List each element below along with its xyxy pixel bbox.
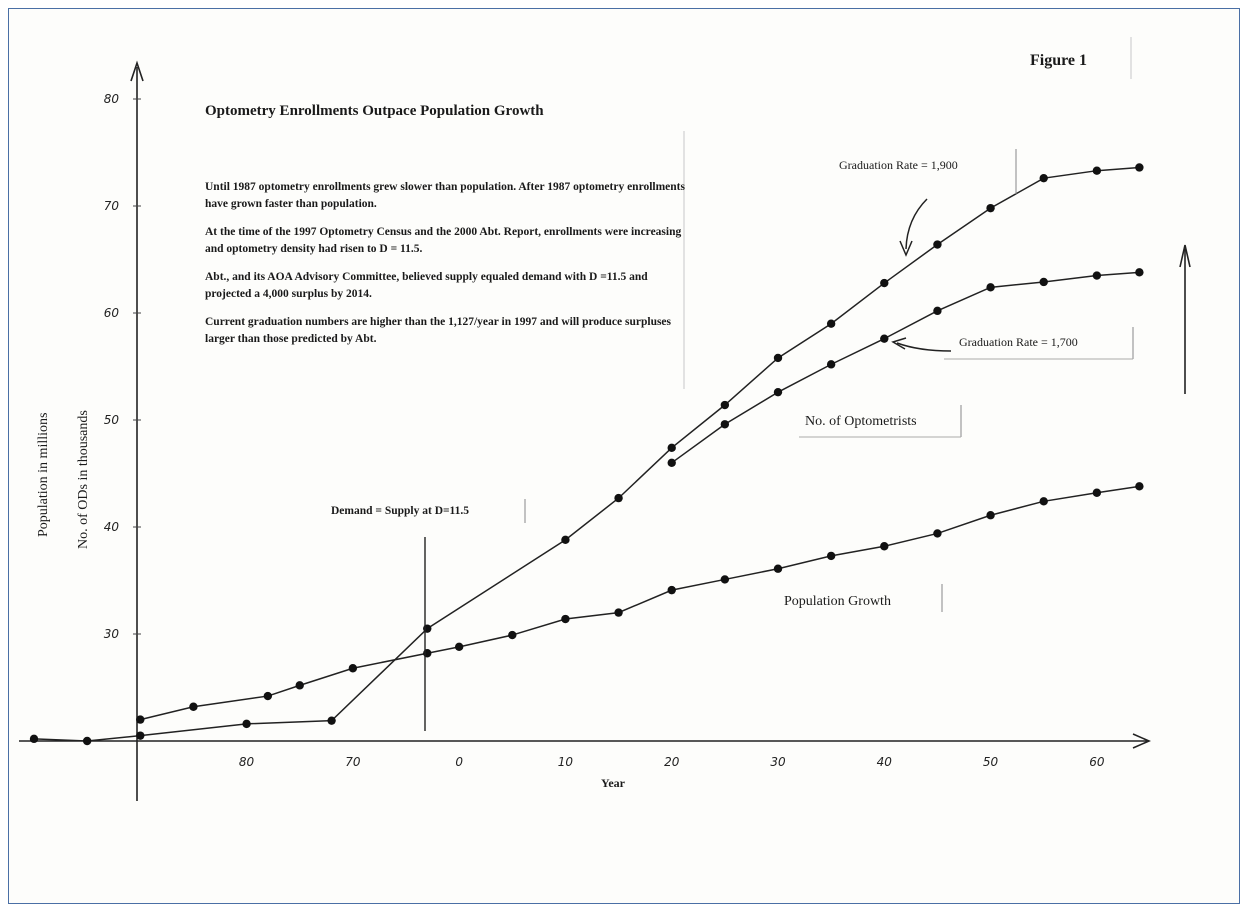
x-tick-label: 10 (558, 755, 574, 769)
data-point (295, 681, 304, 690)
data-point (136, 731, 145, 740)
y-axis-label-population: Population in millions (36, 413, 51, 537)
data-point (136, 715, 145, 724)
arrow-to-1900 (905, 198, 928, 250)
annotation-paragraph: Abt., and its AOA Advisory Committee, be… (205, 271, 648, 300)
arrow-head (899, 240, 913, 257)
data-point (880, 334, 889, 343)
data-point (1039, 277, 1048, 287)
data-point (986, 511, 995, 520)
data-point (880, 542, 889, 551)
data-point (561, 614, 570, 624)
x-tick-label: 20 (664, 755, 680, 769)
data-point (242, 719, 251, 729)
x-tick-labels: 80 70 0 10 20 30 40 50 60 (239, 755, 1105, 769)
label-grad-1700: Graduation Rate = 1,700 (959, 335, 1078, 349)
data-point (773, 353, 783, 363)
data-point (667, 458, 676, 467)
data-point (327, 716, 336, 725)
y-tick-label: 40 (104, 520, 120, 534)
data-point (454, 642, 464, 652)
series-3 (136, 482, 1144, 724)
series-2 (667, 268, 1144, 467)
data-point (933, 306, 942, 316)
series-line (671, 271, 1140, 464)
data-point (826, 360, 836, 369)
data-point (933, 240, 942, 249)
data-point (1039, 497, 1048, 506)
data-point (667, 443, 676, 453)
x-axis-arrow (1132, 733, 1151, 749)
data-point (1092, 488, 1102, 497)
data-point (720, 420, 730, 429)
label-demand-supply: Demand = Supply at D=11.5 (331, 505, 469, 517)
chart-title: Optometry Enrollments Outpace Population… (205, 103, 544, 119)
x-axis-label: Year (601, 776, 626, 790)
data-point (561, 535, 570, 545)
data-point (614, 608, 623, 617)
x-tick-label: 50 (983, 755, 999, 769)
x-tick-label: 80 (239, 755, 255, 769)
data-point (263, 691, 273, 701)
data-point (933, 529, 942, 538)
y-tick-label: 70 (104, 199, 120, 213)
data-point (986, 203, 995, 213)
data-point (508, 630, 517, 640)
arrow-head (891, 337, 907, 350)
label-num-optometrists: No. of Optometrists (805, 414, 917, 429)
data-point (614, 493, 623, 503)
x-tick-label: 70 (345, 755, 361, 769)
x-tick-label: 30 (770, 755, 786, 769)
x-tick-label: 0 (455, 755, 463, 769)
data-point (1135, 268, 1144, 277)
data-point (826, 551, 836, 561)
data-point (348, 664, 358, 673)
y-tick-label: 50 (104, 413, 120, 427)
data-point (29, 734, 39, 744)
data-point (82, 736, 92, 746)
data-point (773, 564, 783, 573)
data-point (720, 400, 730, 410)
annotation-paragraph: At the time of the 1997 Optometry Census… (205, 226, 682, 255)
y-tick-label: 60 (104, 306, 120, 320)
y-axis-label-ods: No. of ODs in thousands (76, 410, 91, 549)
data-point (1135, 163, 1144, 172)
y-tick-labels: 30 40 50 60 70 80 (104, 92, 141, 641)
y-tick-label: 30 (104, 627, 120, 641)
data-point (1092, 271, 1102, 280)
data-point (189, 702, 198, 711)
series-line (140, 485, 1140, 721)
y-tick-label: 80 (104, 92, 120, 106)
handwritten-up-arrow-head (1179, 244, 1191, 268)
x-tick-label: 60 (1089, 755, 1105, 769)
data-point (667, 585, 676, 595)
x-tick-label: 40 (877, 755, 893, 769)
label-grad-1900: Graduation Rate = 1,900 (839, 158, 958, 172)
data-point (986, 283, 995, 292)
arrow-to-1700 (896, 342, 952, 352)
annotation-block: Until 1987 optometry enrollments grew sl… (205, 181, 685, 345)
annotation-paragraph: Until 1987 optometry enrollments grew sl… (205, 181, 685, 210)
series-layer (29, 163, 1144, 746)
data-point (880, 278, 889, 288)
data-point (1135, 482, 1144, 491)
data-point (773, 387, 783, 397)
label-population-growth: Population Growth (784, 594, 891, 609)
series-line (33, 166, 1140, 742)
figure-frame: 30 40 50 60 70 80 80 70 0 10 20 30 40 50 60 Figure 1 … (8, 8, 1240, 904)
annotation-paragraph: Current graduation numbers are higher th… (205, 316, 672, 345)
figure-label: Figure 1 (1030, 52, 1087, 69)
data-point (1092, 166, 1102, 175)
data-point (720, 575, 730, 584)
y-axis-arrow (130, 60, 144, 82)
data-point (826, 319, 836, 328)
data-point (1039, 173, 1048, 183)
